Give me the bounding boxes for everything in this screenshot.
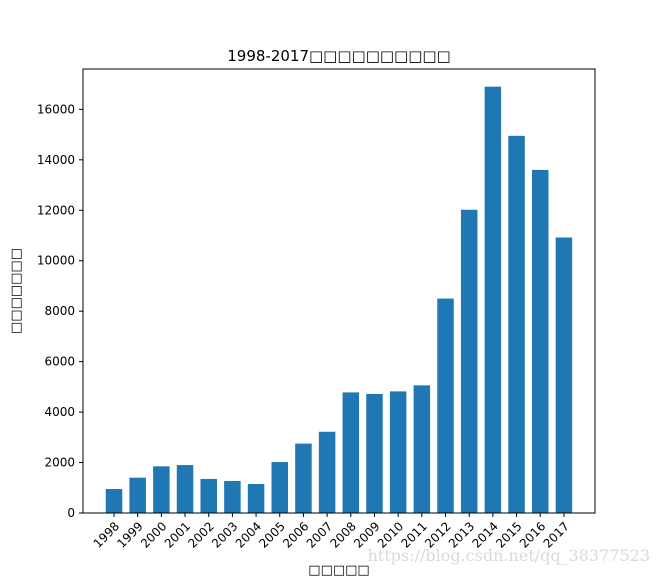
bars-group xyxy=(105,86,573,514)
y-axis: 0 2000 4000 6000 8000 10000 12000 14000 16000 xyxy=(37,102,83,520)
bar-2009 xyxy=(366,393,383,513)
y-tick-label: 16000 xyxy=(37,102,75,116)
bar-2010 xyxy=(389,391,407,513)
bar-2007 xyxy=(318,431,336,513)
bar-2006 xyxy=(295,443,312,514)
chart-title: 1998-2017□□□□□□□□□□ xyxy=(227,47,450,65)
x-tick-label: 2007 xyxy=(304,519,335,550)
x-tick-label: 2006 xyxy=(280,519,311,550)
plot-frame xyxy=(82,68,596,514)
y-tick-label: 4000 xyxy=(44,405,75,419)
bar-2004 xyxy=(247,483,265,513)
x-axis-label: □□□□□ xyxy=(308,563,369,576)
x-tick-label: 2003 xyxy=(209,519,240,550)
y-tick-label: 12000 xyxy=(37,203,75,217)
watermark-text: https://blog.csdn.net/qq_38377523 xyxy=(368,546,650,565)
x-tick-label: 2001 xyxy=(162,519,193,550)
bar-1999 xyxy=(129,477,146,513)
bar-2016 xyxy=(531,169,549,513)
x-tick-label: 2004 xyxy=(233,519,264,550)
bar-2011 xyxy=(413,385,431,513)
bar-2017 xyxy=(555,237,573,513)
bar-2005 xyxy=(271,462,289,513)
bar-1998 xyxy=(105,489,123,513)
y-tick-label: 8000 xyxy=(44,304,75,318)
bar-2015 xyxy=(508,135,525,513)
y-tick-label: 10000 xyxy=(37,254,75,268)
y-axis-label: □□□□□□□ xyxy=(9,248,24,334)
bar-2001 xyxy=(176,465,194,513)
x-tick-label: 1999 xyxy=(114,519,145,550)
bar-2012 xyxy=(437,298,454,513)
y-tick-label: 0 xyxy=(67,506,75,520)
bar-2008 xyxy=(342,392,360,513)
y-tick-label: 14000 xyxy=(37,153,75,167)
bar-2013 xyxy=(460,209,478,513)
bar-2003 xyxy=(224,480,241,513)
bar-2014 xyxy=(484,86,502,513)
x-tick-label: 1998 xyxy=(91,519,122,550)
x-tick-label: 2005 xyxy=(256,519,287,550)
bar-2002 xyxy=(200,478,217,513)
y-tick-label: 2000 xyxy=(44,456,75,470)
bar-2000 xyxy=(153,466,170,513)
x-tick-label: 2008 xyxy=(327,519,358,550)
x-tick-label: 2002 xyxy=(185,519,216,550)
x-tick-label: 2000 xyxy=(138,519,169,550)
y-tick-label: 6000 xyxy=(44,355,75,369)
